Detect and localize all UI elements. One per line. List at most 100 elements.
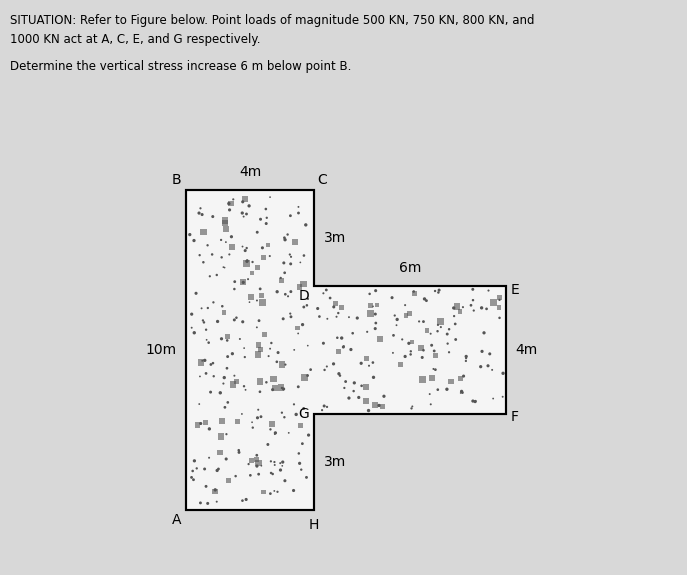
Point: [479, 328, 490, 338]
Point: [210, 486, 221, 496]
Point: [267, 469, 278, 478]
Point: [300, 220, 311, 229]
Point: [484, 349, 495, 358]
Point: [494, 296, 505, 305]
Point: [276, 384, 287, 393]
Point: [433, 288, 444, 297]
Point: [197, 316, 208, 325]
Point: [194, 209, 205, 218]
Point: [253, 341, 264, 350]
Point: [488, 394, 499, 403]
Point: [239, 194, 250, 204]
Point: [293, 449, 304, 458]
Point: [442, 385, 453, 394]
Point: [339, 384, 350, 393]
Point: [335, 371, 346, 380]
Point: [461, 352, 472, 361]
Point: [238, 382, 249, 391]
Point: [368, 373, 379, 382]
Point: [213, 465, 224, 474]
Point: [293, 202, 304, 212]
Point: [184, 230, 195, 239]
Point: [356, 359, 367, 368]
Point: [277, 360, 288, 369]
Point: [195, 358, 206, 367]
Point: [284, 250, 295, 259]
Point: [450, 319, 461, 328]
Point: [265, 457, 276, 466]
Point: [186, 473, 197, 482]
Point: [298, 251, 309, 260]
Point: [238, 343, 249, 352]
Point: [207, 359, 218, 368]
Point: [252, 263, 263, 272]
Point: [246, 268, 257, 277]
Point: [470, 397, 481, 406]
Point: [477, 347, 488, 356]
Point: [240, 246, 251, 255]
Point: [365, 309, 376, 318]
Point: [270, 428, 281, 438]
Point: [361, 396, 372, 405]
Text: SITUATION: Refer to Figure below. Point loads of magnitude 500 KN, 750 KN, 800 K: SITUATION: Refer to Figure below. Point …: [10, 14, 534, 28]
Point: [418, 346, 429, 355]
Point: [253, 458, 264, 467]
Point: [204, 424, 215, 434]
Point: [335, 303, 346, 312]
Point: [352, 313, 363, 323]
Point: [400, 352, 411, 361]
Point: [391, 321, 402, 330]
Point: [298, 302, 309, 312]
Point: [269, 461, 280, 470]
Point: [424, 389, 435, 398]
Point: [241, 209, 252, 218]
Point: [232, 417, 243, 426]
Point: [293, 382, 304, 392]
Point: [275, 383, 286, 392]
Point: [202, 499, 213, 508]
Point: [246, 456, 257, 465]
Point: [218, 263, 229, 272]
Point: [196, 356, 207, 365]
Point: [442, 329, 453, 339]
Point: [253, 350, 264, 359]
Point: [396, 335, 407, 344]
Text: E: E: [510, 283, 519, 297]
Point: [364, 289, 375, 298]
Point: [285, 287, 296, 296]
Point: [426, 374, 437, 383]
Point: [258, 253, 269, 262]
Point: [374, 401, 385, 410]
Point: [322, 362, 333, 371]
Point: [330, 298, 341, 308]
Point: [238, 212, 249, 221]
Point: [430, 365, 441, 374]
Point: [368, 302, 379, 311]
Point: [225, 199, 236, 208]
Point: [240, 495, 251, 504]
Point: [190, 289, 201, 298]
Point: [318, 339, 329, 348]
Point: [272, 487, 283, 496]
Point: [297, 320, 308, 329]
Point: [419, 294, 430, 304]
Point: [195, 499, 206, 508]
Point: [497, 369, 508, 378]
Point: [425, 329, 436, 338]
Point: [432, 320, 443, 329]
Point: [189, 456, 200, 465]
Point: [333, 369, 344, 378]
Point: [284, 309, 295, 318]
Point: [216, 416, 227, 426]
Point: [196, 304, 207, 313]
Point: [338, 342, 349, 351]
Point: [207, 212, 218, 221]
Point: [291, 410, 302, 419]
Point: [349, 378, 360, 388]
Point: [263, 351, 274, 361]
Point: [223, 398, 234, 407]
Point: [231, 377, 242, 386]
Point: [301, 473, 312, 482]
Point: [319, 365, 330, 374]
Text: B: B: [172, 173, 181, 187]
